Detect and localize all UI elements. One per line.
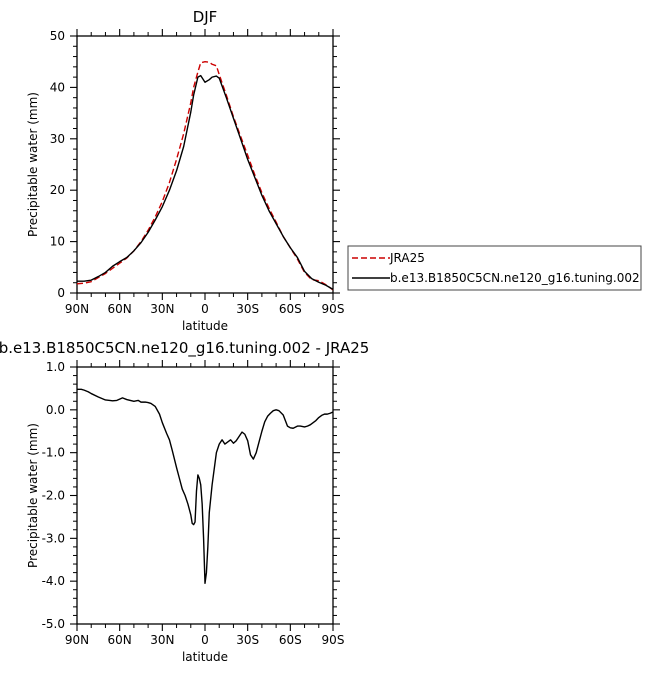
legend-entry: JRA25 [389, 251, 425, 265]
y-tick-label: -4.0 [42, 574, 65, 588]
x-tick-label: 90S [322, 302, 345, 316]
series-line [77, 74, 334, 291]
x-tick-label: 30N [150, 302, 174, 316]
x-tick-label: 0 [201, 302, 209, 316]
y-tick-label: -1.0 [42, 446, 65, 460]
x-tick-label: 30S [236, 302, 259, 316]
x-tick-label: 90N [65, 302, 89, 316]
x-tick-label: 60S [279, 633, 302, 647]
y-axis-label: Precipitable water (mm) [26, 423, 40, 568]
plot-frame [76, 366, 334, 625]
y-tick-label: 0 [57, 286, 65, 300]
x-tick-label: 60N [108, 633, 132, 647]
x-tick-label: 0 [201, 633, 209, 647]
y-tick-label: 40 [50, 80, 65, 94]
y-axis-label: Precipitable water (mm) [26, 92, 40, 237]
x-tick-label: 60N [108, 302, 132, 316]
x-axis-label: latitude [182, 650, 228, 664]
x-tick-label: 60S [279, 302, 302, 316]
y-tick-label: 20 [50, 183, 65, 197]
y-tick-label: -2.0 [42, 489, 65, 503]
y-tick-label: 30 [50, 132, 65, 146]
series-line [77, 388, 334, 585]
chart-title: b.e13.B1850C5CN.ne120_g16.tuning.002 - J… [0, 339, 369, 358]
y-tick-label: -3.0 [42, 531, 65, 545]
x-tick-label: 90S [322, 633, 345, 647]
x-tick-label: 30S [236, 633, 259, 647]
y-tick-label: 10 [50, 235, 65, 249]
x-axis-label: latitude [182, 319, 228, 333]
x-tick-label: 30N [150, 633, 174, 647]
legend-entry: b.e13.B1850C5CN.ne120_g16.tuning.002 [390, 271, 640, 285]
y-tick-label: 1.0 [46, 360, 65, 374]
series-line [76, 61, 334, 291]
y-tick-label: -5.0 [42, 617, 65, 631]
y-tick-label: 0.0 [46, 403, 65, 417]
x-tick-label: 90N [65, 633, 89, 647]
y-tick-label: 50 [50, 29, 65, 43]
legend-box [347, 245, 642, 291]
chart-title: DJF [193, 8, 218, 26]
